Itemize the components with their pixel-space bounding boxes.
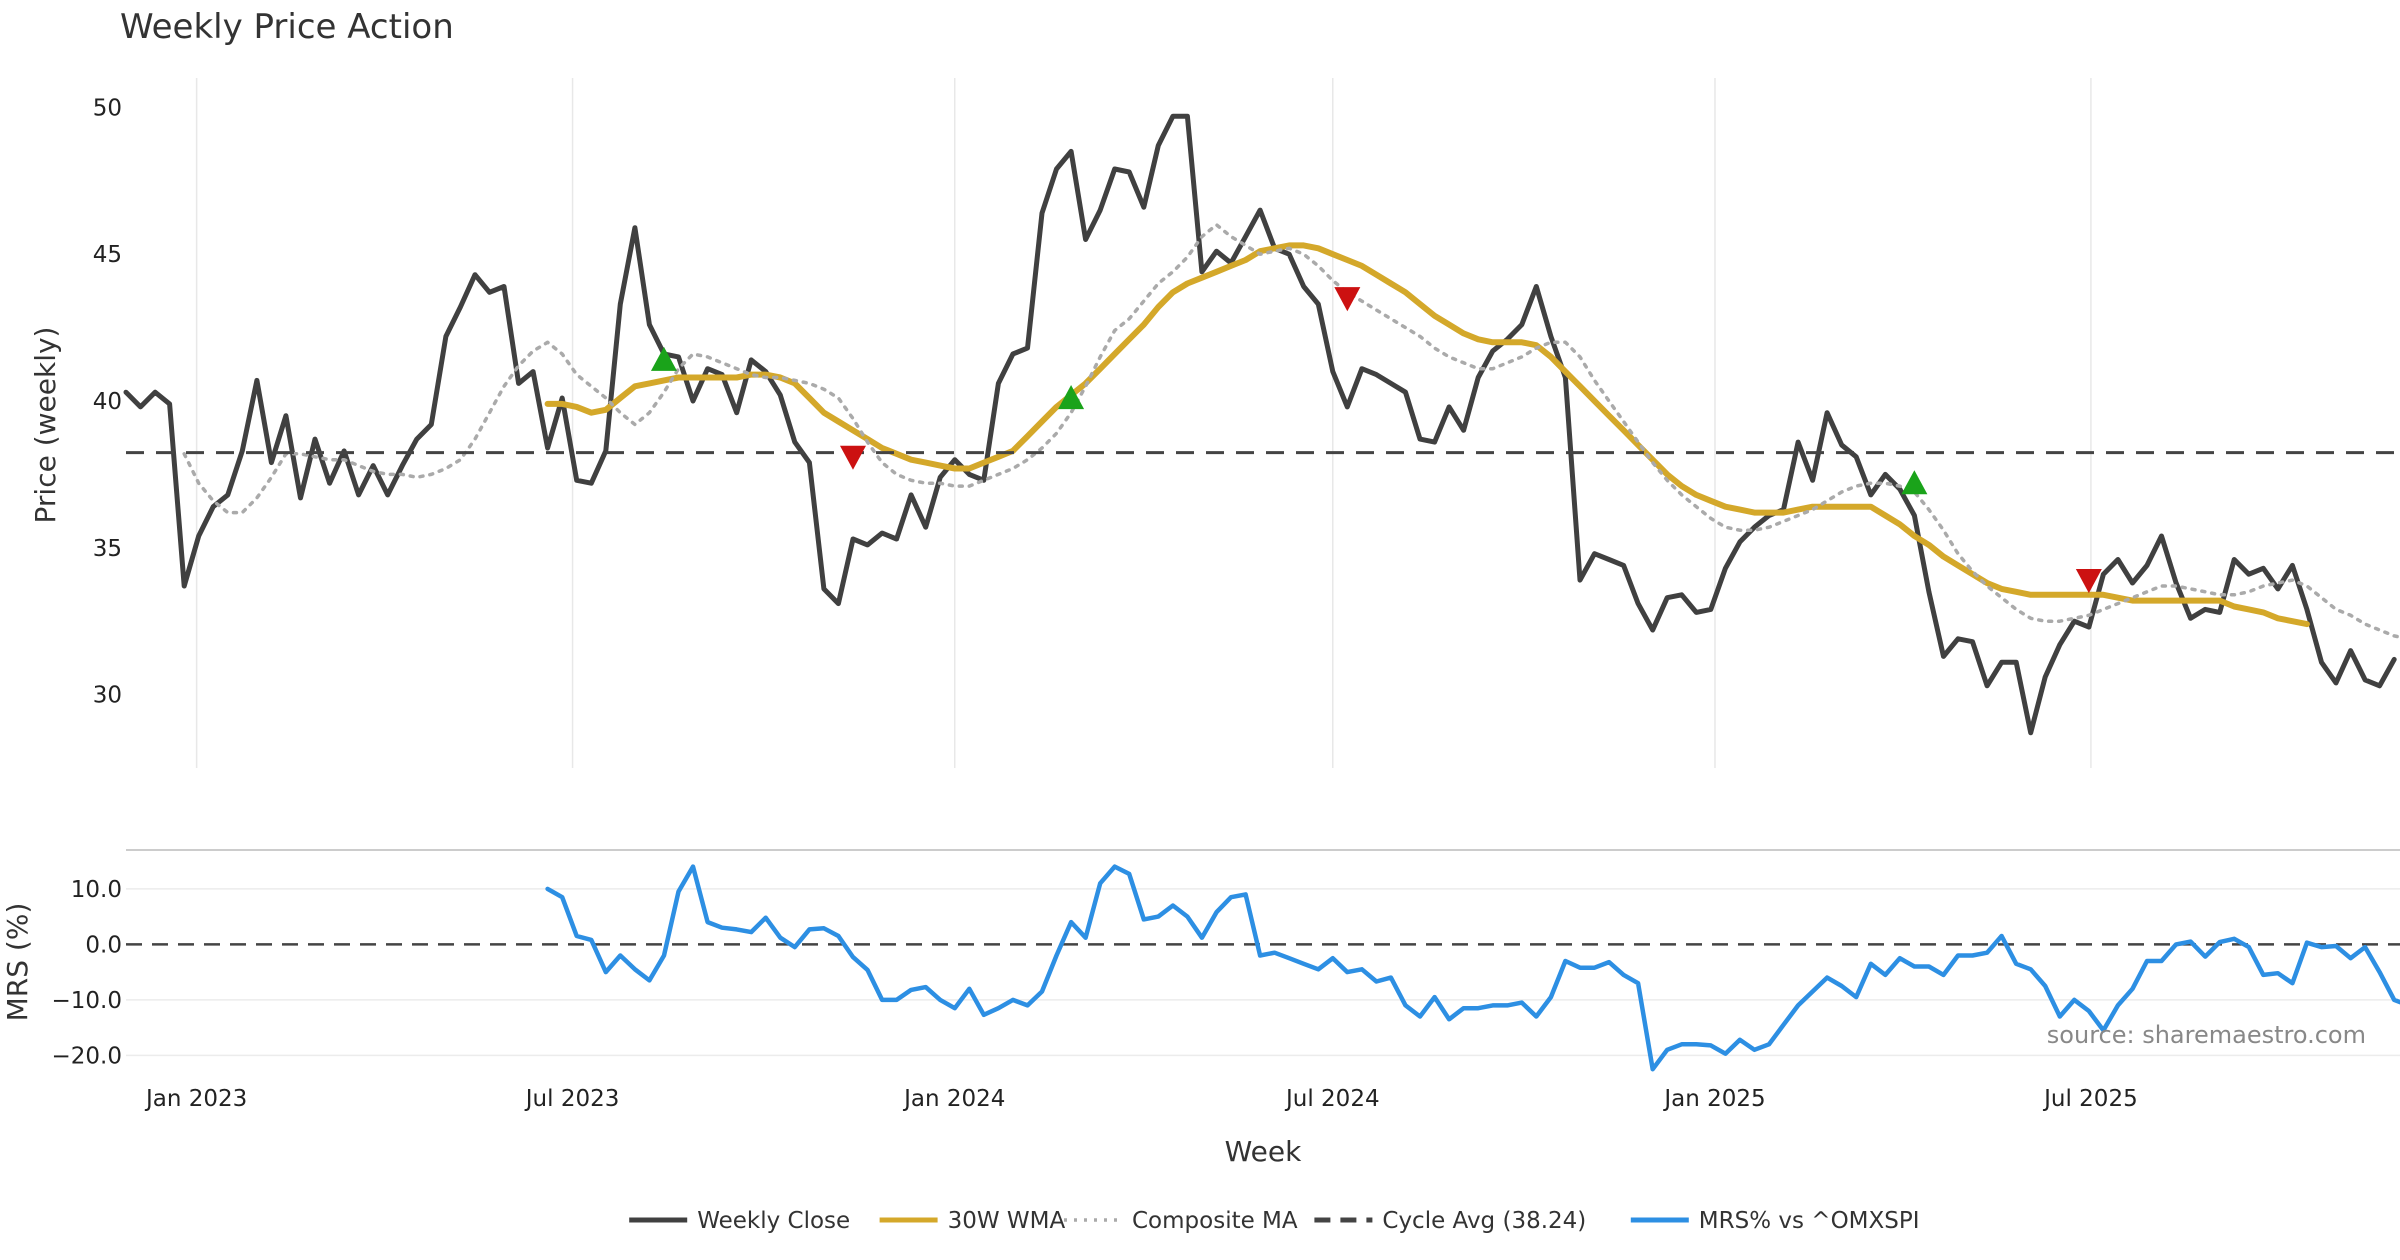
legend-label: Weekly Close [697,1208,850,1234]
mrs-y-tick-label: 0.0 [85,932,122,958]
x-tick-label: Jul 2023 [524,1086,620,1112]
composite-ma-line [182,223,2400,639]
mrs-panel: 10.0 0.0 −10.0 −20.0 [52,849,2400,1072]
grid [195,78,2092,768]
price-y-axis-label: Price (weekly) [29,327,62,524]
x-tick-label: Jul 2024 [1284,1086,1380,1112]
sell-signal-marker [839,445,866,470]
price-panel: 30 35 40 45 50 [93,95,2400,736]
legend-item: Cycle Avg (38.24) [1314,1208,1586,1234]
legend: Weekly Close 30W WMA Composite MA Cycle Avg… [629,1208,1920,1234]
legend-label: Cycle Avg (38.24) [1382,1208,1586,1234]
chart-title: Weekly Price Action [120,7,454,47]
mrs-y-tick-label: 10.0 [71,877,122,903]
legend-item: 30W WMA [879,1208,1066,1234]
mrs-line [545,864,2400,1072]
buy-signal-marker [1058,385,1085,410]
x-tick-label: Jul 2025 [2042,1086,2138,1112]
x-tick-label: Jan 2023 [144,1086,247,1112]
legend-item: Weekly Close [629,1208,850,1234]
source-note: source: sharemaestro.com [2047,1021,2366,1049]
price-y-tick-label: 40 [93,389,122,415]
sell-signal-marker [2075,569,2102,594]
price-y-tick-label: 50 [93,95,122,121]
x-tick-label: Jan 2024 [902,1086,1005,1112]
sell-signal-marker [1334,287,1361,312]
x-tick-label: Jan 2025 [1662,1086,1765,1112]
mrs-y-axis-label: MRS (%) [1,903,34,1022]
legend-item: MRS% vs ^OMXSPI [1630,1208,1920,1234]
mrs-y-tick-label: −20.0 [52,1043,122,1069]
buy-signal-marker [650,346,677,371]
legend-label: Composite MA [1132,1208,1298,1234]
x-axis-label: Week [1225,1135,1302,1168]
weekly-close-line [123,113,2397,736]
buy-signal-marker [1901,470,1928,495]
mrs-y-tick-label: −10.0 [52,988,122,1014]
legend-label: MRS% vs ^OMXSPI [1699,1208,1920,1234]
price-y-tick-label: 30 [93,683,122,709]
price-y-tick-label: 35 [93,536,122,562]
legend-item: Composite MA [1064,1208,1298,1234]
30w-wma-line [544,242,2310,628]
x-axis: Jan 2023 Jul 2023 Jan 2024 Jul 2024 Jan 2025… [144,1086,2138,1112]
legend-label: 30W WMA [948,1208,1066,1234]
price-y-tick-label: 45 [93,242,122,268]
